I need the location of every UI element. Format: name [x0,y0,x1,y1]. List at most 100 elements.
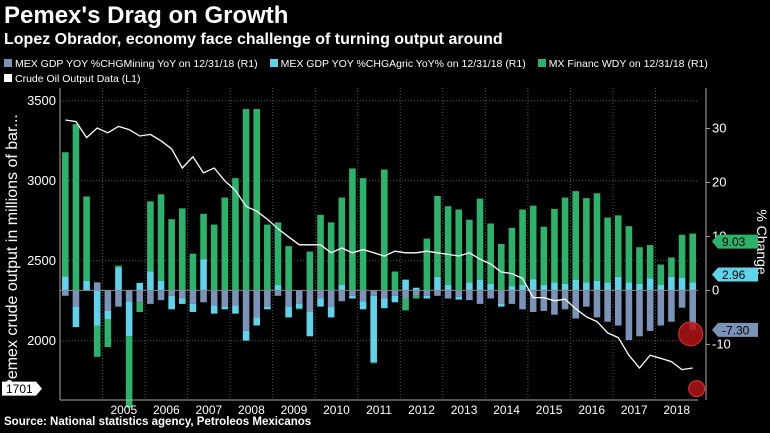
y-axis-right-title: % Change [754,209,770,275]
bar-financ [359,178,367,291]
bar-financ [646,245,654,279]
x-tick-label: 2017 [621,403,648,417]
chart-title: Pemex's Drag on Growth [4,2,289,29]
bar-mining [274,290,282,296]
bar-financ [614,215,622,277]
x-tick-label: 2008 [238,403,265,417]
bar-agric [678,278,686,291]
legend-item: MEX GDP YOY %CHGMining YoY on 12/31/18 (… [4,57,258,72]
bar-agric [497,303,505,307]
bar-mining [402,290,409,299]
bar-agric [423,295,431,299]
legend-label: MEX GDP YOY %CHGMining YoY on 12/31/18 (… [15,58,258,70]
bar-agric [72,306,80,328]
bar-agric [93,290,101,326]
bar-mining [349,290,356,296]
bar-mining [62,290,69,296]
right-tick-label: 0 [712,282,719,297]
bar-mining [583,290,590,307]
bar-agric [359,301,367,310]
bar-financ [136,302,144,313]
bar-mining [657,290,665,326]
left-tick-label: 3000 [27,173,56,188]
bar-mining [338,290,346,302]
bar-agric [668,276,675,291]
x-tick-label: 2015 [536,403,563,417]
bar-financ [434,195,441,277]
value-callout-box [712,322,758,337]
bar-mining [253,290,261,318]
bar-agric [466,282,473,291]
bar-agric [104,310,112,320]
bar-agric [232,305,239,314]
bar-agric [434,276,441,291]
bar-financ [668,257,675,277]
bar-financ [391,271,399,291]
bar-mining [636,290,643,337]
bar-agric [412,287,420,291]
bar-agric [614,276,622,291]
bar-agric [391,295,399,303]
x-tick-label: 2007 [196,403,223,417]
x-tick-label: 2006 [153,403,180,417]
legend-label: Crude Oil Output Data (L1) [15,73,141,85]
bar-mining [72,290,80,307]
bar-mining [572,290,580,319]
x-tick-label: 2009 [281,403,308,417]
bar-mining [285,290,292,307]
bar-financ [157,194,165,281]
bar-financ [104,319,112,348]
bar-mining [359,290,367,302]
bar-mining [551,290,558,315]
bar-financ [72,124,80,291]
bar-mining [93,282,101,291]
bar-financ [327,222,335,291]
left-tick-label: 2000 [27,333,56,348]
y-axis-left-title: Pemex crude output in millions of bar... [4,114,21,390]
left-tick-label: 2500 [27,253,56,268]
x-tick-label: 2018 [663,403,690,417]
bar-agric [200,259,207,291]
bar-agric [657,285,665,291]
bar-financ [593,193,601,281]
bar-agric [381,298,388,309]
bar-agric [551,282,558,291]
bar-financ [115,265,122,268]
bar-agric [593,280,601,291]
bar-financ [306,251,314,291]
bar-mining [519,290,526,310]
bar-financ [210,224,218,291]
bar-financ [178,208,186,291]
bar-mining [668,290,675,322]
bar-mining [497,290,505,304]
bar-mining [295,290,303,304]
value-callout-box [712,267,758,282]
bar-financ [583,198,590,283]
bar-financ [561,197,569,284]
bar-agric [508,286,516,291]
bar-financ [636,247,643,284]
legend-label: MEX GDP YOY %CHGAgric YoY% on 12/31/18 (… [280,58,526,70]
bar-mining [200,290,207,303]
bar-financ [370,362,377,364]
bar-agric [83,280,90,291]
bar-mining [455,290,463,297]
bar-financ [572,191,580,280]
x-tick-label: 2013 [451,403,478,417]
legend-label: MX Financ WDY on 12/31/18 (R1) [548,58,708,70]
bar-financ [125,336,133,408]
bar-mining [593,290,601,318]
bar-financ [604,217,611,283]
bar-mining [125,290,133,302]
highlight-circle [688,380,706,398]
bar-mining [540,290,548,311]
bar-mining [306,290,314,313]
bar-agric [572,279,580,291]
bar-mining [391,290,399,296]
bar-agric [529,279,537,291]
chart-subtitle: Lopez Obrador, economy face challenge of… [4,31,503,48]
bar-financ [412,295,420,299]
bar-mining [264,290,271,307]
bar-mining [317,290,324,299]
legend-item: Crude Oil Output Data (L1) [4,72,140,87]
